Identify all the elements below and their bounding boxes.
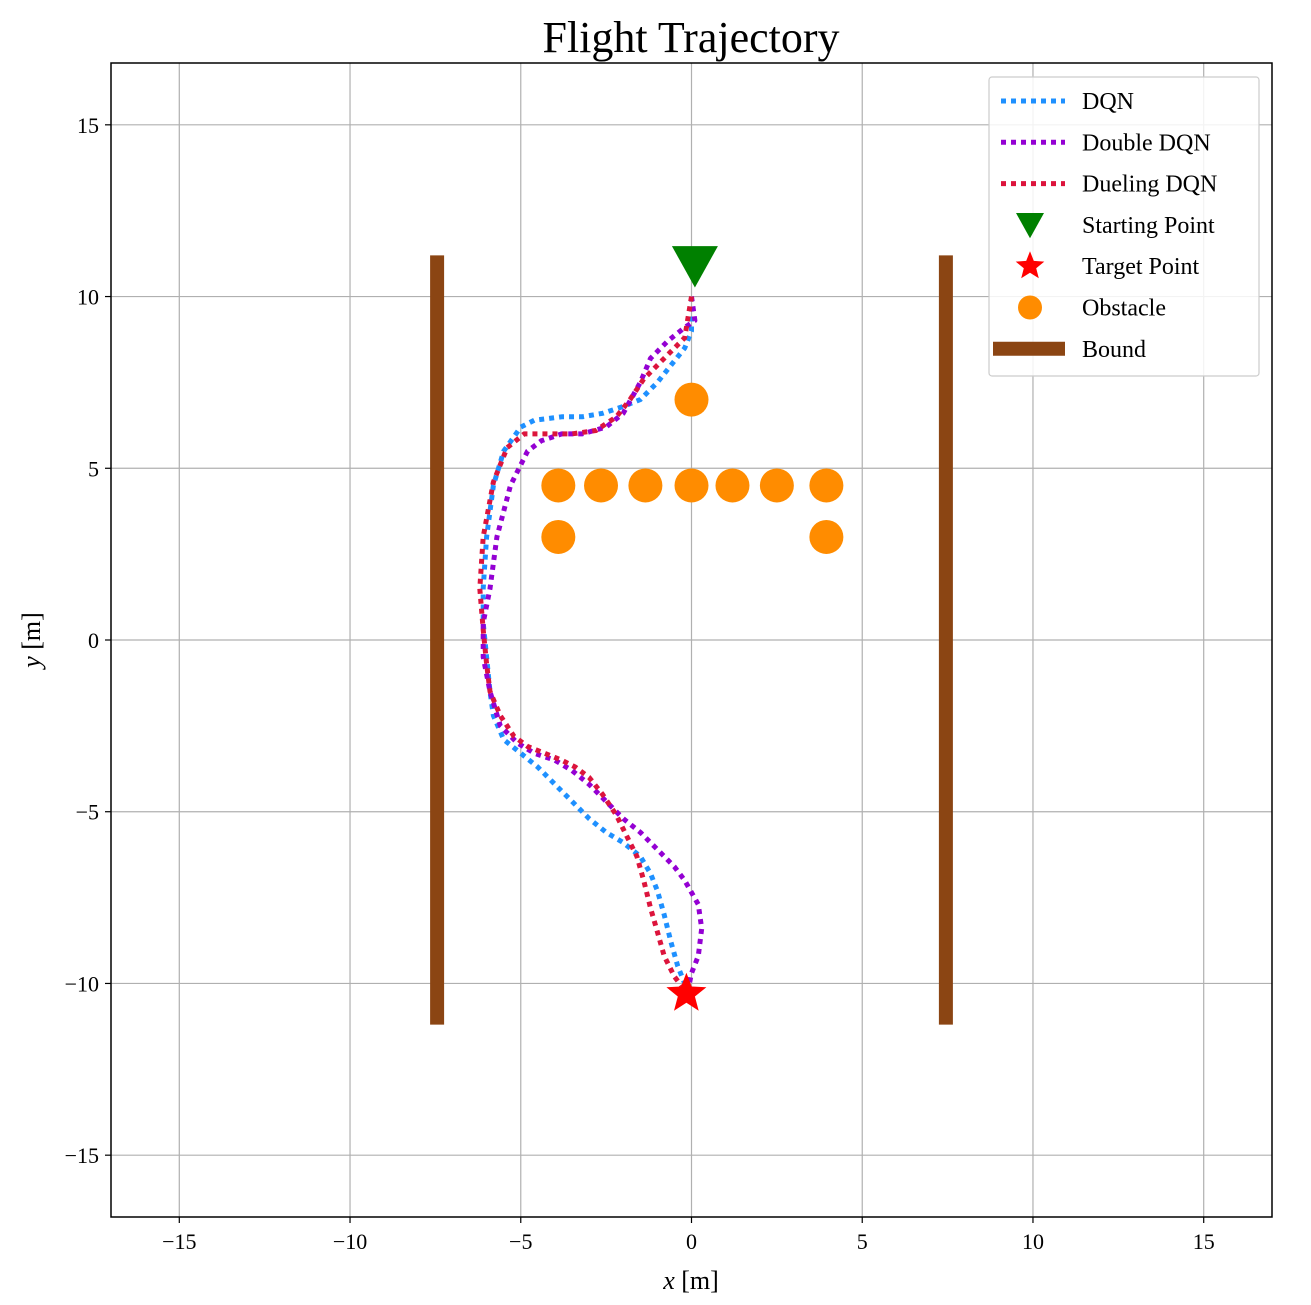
y-tick-label: 15	[77, 113, 99, 138]
x-tick-label: 10	[1022, 1229, 1044, 1254]
obstacle-marker	[809, 468, 844, 503]
obstacle-marker	[674, 382, 709, 417]
obstacle-marker	[715, 468, 750, 503]
legend-label-target-point: Target Point	[1082, 254, 1200, 280]
x-tick-label: −5	[509, 1229, 532, 1254]
y-tick-label: 0	[88, 628, 99, 653]
obstacle-marker	[541, 519, 576, 554]
legend-label-bound: Bound	[1082, 337, 1146, 363]
bounds-layer	[430, 255, 953, 1025]
y-tick-label: −5	[76, 800, 99, 825]
legend-label-dqn: DQN	[1082, 89, 1134, 115]
legend-handle-starting-point	[1016, 213, 1044, 239]
obstacle-marker	[674, 468, 709, 503]
axis-ticks: −15 −10 −5 0 5 10 15 −15 −10 −5 0 5 10 15	[65, 113, 1215, 1254]
y-tick-label: −10	[65, 971, 99, 996]
obstacle-marker	[809, 519, 844, 554]
y-tick-label: 10	[77, 285, 99, 310]
series-line-double-dqn	[480, 296, 705, 991]
series-line-dueling-dqn	[477, 296, 694, 992]
legend: DQN Double DQN Dueling DQN Starting Point Ta…	[988, 76, 1260, 377]
obstacle-marker	[759, 468, 794, 503]
x-tick-label: −10	[333, 1229, 367, 1254]
chart-title: Flight Trajectory	[542, 13, 839, 62]
y-tick-label: −15	[65, 1143, 99, 1168]
legend-handle-target-point	[1015, 251, 1045, 279]
starting-point-marker	[671, 246, 718, 288]
legend-box	[988, 76, 1260, 377]
x-tick-label: 5	[857, 1229, 868, 1254]
x-axis-label: x [m]	[662, 1266, 719, 1295]
obstacle-marker	[584, 468, 619, 503]
obstacle-marker	[541, 468, 576, 503]
x-tick-label: −15	[162, 1229, 196, 1254]
legend-label-dueling-dqn: Dueling DQN	[1082, 172, 1217, 198]
target-point-marker	[666, 972, 707, 1011]
legend-handle-obstacle	[1018, 295, 1042, 320]
series-layer	[477, 296, 705, 992]
legend-label-starting-point: Starting Point	[1082, 213, 1215, 239]
points-layer	[666, 246, 718, 1011]
obstacle-layer	[541, 382, 844, 554]
x-tick-label: 15	[1193, 1229, 1215, 1254]
x-tick-label: 0	[686, 1229, 697, 1254]
y-axis-label: y [m]	[17, 612, 46, 671]
y-tick-label: 5	[88, 456, 99, 481]
legend-label-obstacle: Obstacle	[1082, 296, 1166, 322]
obstacle-marker	[628, 468, 663, 503]
legend-label-double-dqn: Double DQN	[1082, 130, 1211, 156]
